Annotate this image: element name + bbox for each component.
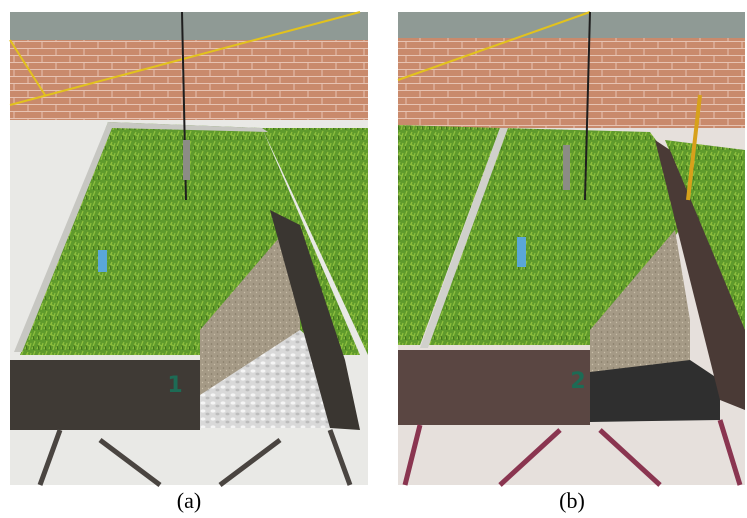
planter-front (398, 350, 590, 425)
bed-number: 2 (570, 369, 585, 394)
figure: 1 2 (a) (b) (0, 0, 747, 518)
probe (517, 237, 526, 267)
panel-label: (a) (177, 488, 201, 513)
bed-number: 1 (167, 373, 182, 398)
probe (98, 250, 107, 272)
panel-label: (b) (559, 488, 585, 513)
photo-a: 1 (10, 12, 368, 485)
brick-wall (398, 38, 745, 128)
brick-wall (10, 40, 368, 120)
sensor (183, 140, 190, 180)
window (10, 12, 368, 40)
page: {"panels": [ {"label": "(a)", "bed_numbe… (0, 0, 747, 518)
photo-b: 2 (398, 12, 745, 485)
window (398, 12, 745, 38)
sensor (563, 145, 570, 190)
